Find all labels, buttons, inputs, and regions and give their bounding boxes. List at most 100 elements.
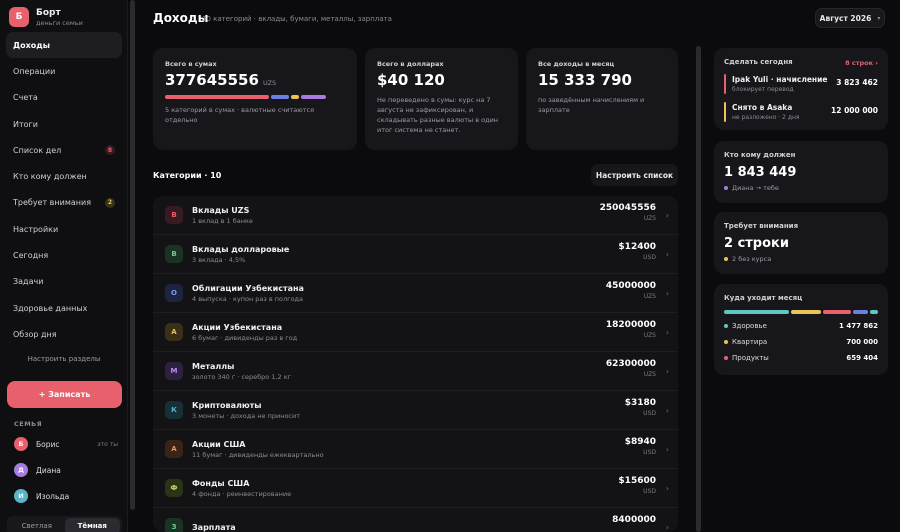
page-title: Доходы (153, 11, 209, 25)
sidebar-item[interactable]: Сегодня (6, 242, 122, 268)
sum-share-bar (165, 95, 345, 99)
month-selector[interactable]: Август 2026 ▾ (815, 8, 885, 28)
sum-total-card[interactable]: Всего в сумах 377645556 UZS 5 категорий в… (153, 48, 357, 150)
category-row[interactable]: Ф Фонды США 4 фонда · реинвестирование $156… (153, 469, 678, 508)
sidebar: Б Борт деньги семьи Доходы Операции Счета И… (0, 0, 128, 532)
theme-dark-option[interactable]: Тёмная (64, 518, 120, 532)
category-subtitle: 6 бумаг · дивиденды раз в год (192, 333, 298, 342)
spending-row[interactable]: Здоровье 1 477 862 (724, 322, 878, 330)
category-name: Металлы (192, 361, 235, 371)
today-item-text: Снято в Asaka не разложено · 2 дня (732, 103, 800, 121)
sidebar-item[interactable]: Кто кому должен (6, 163, 122, 189)
member-note: это ты (97, 440, 118, 448)
category-icon: А (165, 323, 183, 341)
family-member[interactable]: И Изольда (14, 489, 118, 503)
spending-card[interactable]: Куда уходит месяц Здоровье 1 477 862 Кварт… (714, 284, 888, 375)
today-rows-link[interactable]: 8 строк › (845, 59, 878, 67)
sidebar-item-label: Здоровье данных (13, 303, 88, 313)
share-segment (790, 310, 822, 314)
sidebar-item-label: Доходы (13, 40, 50, 50)
today-title: Сделать сегодня (724, 58, 793, 66)
sidebar-item[interactable]: Задачи (6, 269, 122, 295)
sidebar-item[interactable]: Требует внимания 2 (6, 190, 122, 216)
sidebar-item-label: Задачи (13, 277, 44, 287)
category-amount: $15600 (618, 476, 656, 486)
category-icon: К (165, 401, 183, 419)
share-segment (291, 95, 299, 99)
share-segment (300, 95, 326, 99)
category-icon: А (165, 440, 183, 458)
sidebar-item-label: Итоги (13, 119, 38, 129)
avatar: И (14, 489, 28, 503)
attention-value: 2 строки (724, 236, 789, 251)
chevron-right-icon: › (665, 484, 669, 493)
category-row[interactable]: О Облигации Узбекистана 4 выпуска · купон … (153, 274, 678, 313)
sidebar-item[interactable]: Итоги (6, 111, 122, 137)
category-currency: UZS (643, 215, 656, 222)
category-row[interactable]: М Металлы золото 340 г · серебро 1,2 кг 623… (153, 352, 678, 391)
today-item[interactable]: Снято в Asaka не разложено · 2 дня 12 000 … (724, 102, 878, 122)
chevron-right-icon: › (665, 523, 669, 532)
family-member[interactable]: Д Диана (14, 463, 118, 477)
usd-total-card[interactable]: Всего в долларах $40 120 Не переведено в… (365, 48, 518, 150)
category-row[interactable]: В Вклады долларовые 3 вклада · 4,5% $12400 U… (153, 235, 678, 274)
category-amount: 250045556 (599, 203, 656, 213)
category-amount: 8400000 (612, 515, 656, 525)
sidebar-item[interactable]: Обзор дня (6, 321, 122, 347)
sidebar-item[interactable]: Список дел 8 (6, 137, 122, 163)
monthly-income-card[interactable]: Все доходы в месяц 15 333 790 по заведён… (526, 48, 678, 150)
spending-row[interactable]: Продукты 659 404 (724, 354, 878, 362)
category-value: $3180 USD (625, 398, 656, 417)
debts-card[interactable]: Кто кому должен 1 843 449 Диана → тебе (714, 141, 888, 203)
member-name: Диана (36, 465, 61, 475)
today-card[interactable]: Сделать сегодня 8 строк › Ipak Yuli · на… (714, 48, 888, 130)
sidebar-scrollbar[interactable] (130, 0, 135, 510)
sidebar-item-label: Настройки (13, 224, 59, 234)
category-currency: UZS (643, 293, 656, 300)
category-row[interactable]: З Зарплата 8400000 › (153, 508, 678, 532)
count-badge: 8 (105, 145, 115, 156)
chevron-right-icon: › (665, 289, 669, 298)
status-dot (724, 257, 728, 261)
sidebar-item[interactable]: Операции (6, 58, 122, 84)
category-icon: З (165, 518, 183, 532)
family-member[interactable]: Б Борис это ты (14, 437, 118, 451)
category-value: 45000000 UZS (606, 281, 656, 300)
theme-switch[interactable]: Светлая Тёмная (7, 516, 122, 532)
chevron-right-icon: › (665, 211, 669, 220)
category-currency: USD (643, 254, 656, 261)
sidebar-item-label: Список дел (13, 145, 62, 155)
attention-card[interactable]: Требует внимания 2 строки 2 без курса (714, 212, 888, 274)
category-amount: $8940 (624, 437, 656, 447)
theme-light-option[interactable]: Светлая (21, 522, 52, 530)
category-row[interactable]: А Акции Узбекистана 6 бумаг · дивиденды ра… (153, 313, 678, 352)
category-icon: В (165, 206, 183, 224)
sidebar-item[interactable]: Доходы (6, 32, 122, 59)
sidebar-item[interactable]: Счета (6, 85, 122, 111)
record-button[interactable]: + Записать (7, 381, 122, 408)
today-item[interactable]: Ipak Yuli · начисление блокирует перевод 3… (724, 74, 878, 94)
category-row[interactable]: А Акции США 11 бумаг · дивиденды ежекварта… (153, 430, 678, 469)
category-text: Акции США 11 бумаг · дивиденды ежеквартал… (192, 440, 324, 459)
category-row[interactable]: К Криптовалюты 3 монеты · дохода не принос… (153, 391, 678, 430)
category-subtitle: 3 монеты · дохода не приносит (192, 411, 301, 420)
sidebar-item[interactable]: Настройки (6, 216, 122, 242)
month-label: Август 2026 (819, 13, 872, 23)
main-scrollbar[interactable] (696, 46, 701, 532)
category-row[interactable]: В Вклады UZS 1 вклад в 1 банке 250045556 UZS… (153, 196, 678, 235)
category-text: Вклады долларовые 3 вклада · 4,5% (192, 245, 289, 264)
today-item-subtitle: не разложено · 2 дня (732, 114, 800, 121)
brand[interactable]: Б Борт деньги семьи (9, 7, 83, 27)
spending-row[interactable]: Квартира 700 000 (724, 338, 878, 346)
configure-sections-link[interactable]: Настроить разделы (27, 355, 101, 363)
sidebar-item-label: Обзор дня (13, 329, 57, 339)
configure-list-button[interactable]: Настроить список (591, 164, 678, 186)
category-subtitle: 4 фонда · реинвестирование (192, 489, 292, 498)
category-subtitle: 3 вклада · 4,5% (192, 255, 246, 264)
category-subtitle: 1 вклад в 1 банке (192, 216, 253, 225)
category-name: Вклады долларовые (192, 244, 290, 254)
sidebar-item[interactable]: Здоровье данных (6, 295, 122, 321)
category-value: $8940 USD (625, 437, 656, 456)
category-text: Акции Узбекистана 6 бумаг · дивиденды раз… (192, 323, 297, 342)
category-amount: 18200000 (605, 320, 656, 330)
